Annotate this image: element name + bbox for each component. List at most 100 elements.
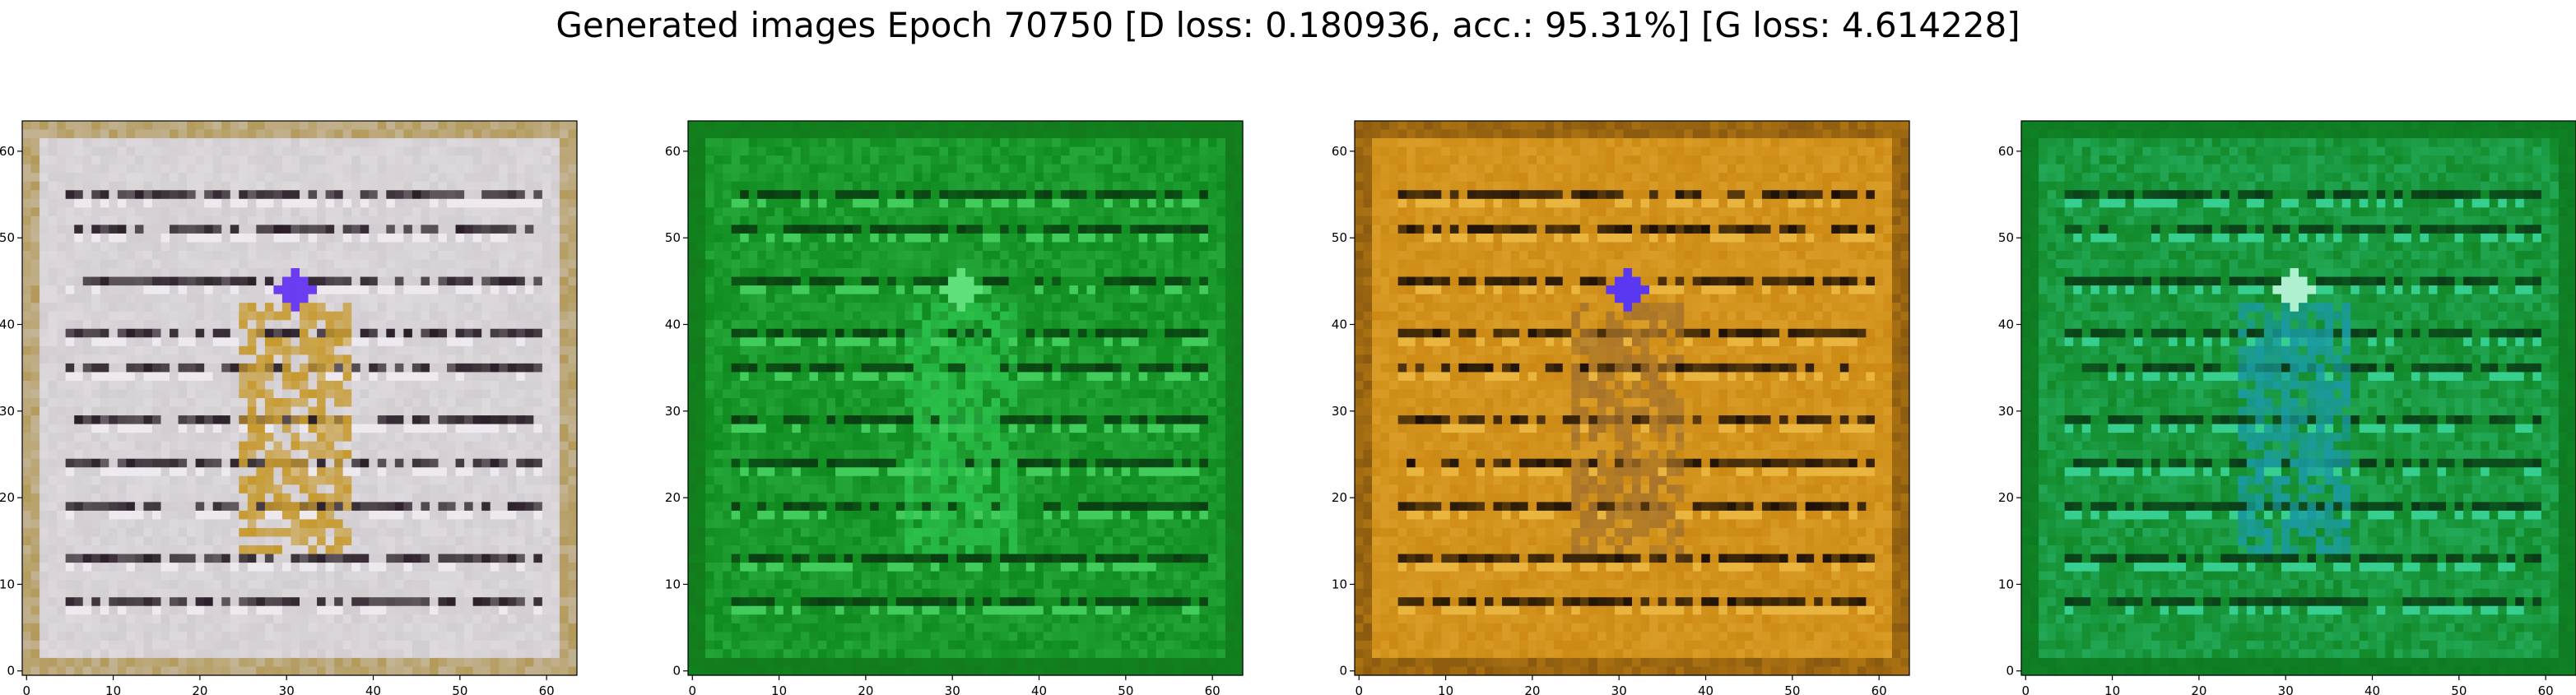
pixel [792,155,802,165]
pixel [117,649,127,659]
pixel [126,640,136,651]
pixel [939,215,949,225]
pixel [82,207,92,217]
pixel [143,484,153,494]
pixel [22,519,32,529]
pixel [247,173,257,183]
pixel [568,554,578,563]
pixel [195,250,205,261]
pixel [559,268,570,278]
pixel [212,458,222,468]
pixel [325,190,335,200]
pixel [300,380,309,391]
pixel [394,563,404,572]
pixel [221,233,231,243]
pixel [230,484,239,494]
pixel [308,588,318,598]
pixel [126,155,136,165]
pixel [65,484,75,494]
pixel [134,545,145,555]
pixel [464,285,474,295]
pixel [256,372,266,382]
pixel [126,441,136,451]
pixel [835,155,845,165]
pixel [151,398,162,408]
pixel [1173,121,1183,131]
pixel [956,190,966,200]
pixel [30,225,40,234]
pixel [412,198,422,208]
pixel [551,415,560,425]
pixel [256,424,266,433]
pixel [826,225,836,234]
pixel [542,536,552,546]
pixel [377,458,387,468]
pixel [412,632,422,642]
pixel [429,588,439,598]
pixel [291,380,300,391]
pixel [151,389,162,399]
pixel [57,138,67,148]
pixel [568,605,578,615]
pixel [939,225,949,234]
pixel [429,406,439,416]
pixel [783,164,793,174]
pixel [421,190,430,200]
pixel [273,242,283,252]
pixel [568,502,578,512]
pixel [143,623,153,632]
pixel [369,527,379,538]
pixel [783,173,793,183]
pixel [273,484,283,494]
pixel [1077,198,1088,208]
pixel [134,450,145,460]
pixel [143,398,153,408]
pixel [342,294,352,303]
pixel [48,354,58,364]
pixel [151,640,162,651]
pixel [212,380,222,391]
pixel [1173,155,1183,165]
pixel [30,632,40,642]
pixel [412,320,422,330]
pixel [516,563,526,572]
pixel [861,225,871,234]
pixel [281,354,292,364]
pixel [1069,173,1079,183]
pixel [204,484,214,494]
pixel [256,406,266,416]
pixel [533,467,543,477]
pixel [568,415,578,425]
pixel [22,588,32,598]
pixel [533,649,543,659]
pixel [499,146,509,156]
pixel [291,640,300,651]
pixel [412,580,422,590]
pixel [291,259,300,269]
pixel [464,571,474,581]
pixel [151,458,162,468]
pixel [143,563,153,572]
pixel [40,337,49,347]
pixel [342,467,352,477]
y-tick-label: 40 [0,317,15,331]
pixel [965,233,975,243]
pixel [455,458,465,468]
pixel [204,632,214,642]
pixel [394,129,404,139]
pixel [187,328,197,338]
pixel [394,389,404,399]
pixel [853,155,863,165]
pixel [170,467,179,477]
pixel [464,614,474,624]
pixel [455,328,465,338]
pixel [300,640,309,651]
pixel [117,415,127,425]
pixel [264,406,275,416]
pixel [40,640,49,651]
pixel [212,303,222,313]
pixel [1017,129,1027,139]
pixel [74,259,84,269]
pixel [887,190,897,200]
pixel [533,207,543,217]
